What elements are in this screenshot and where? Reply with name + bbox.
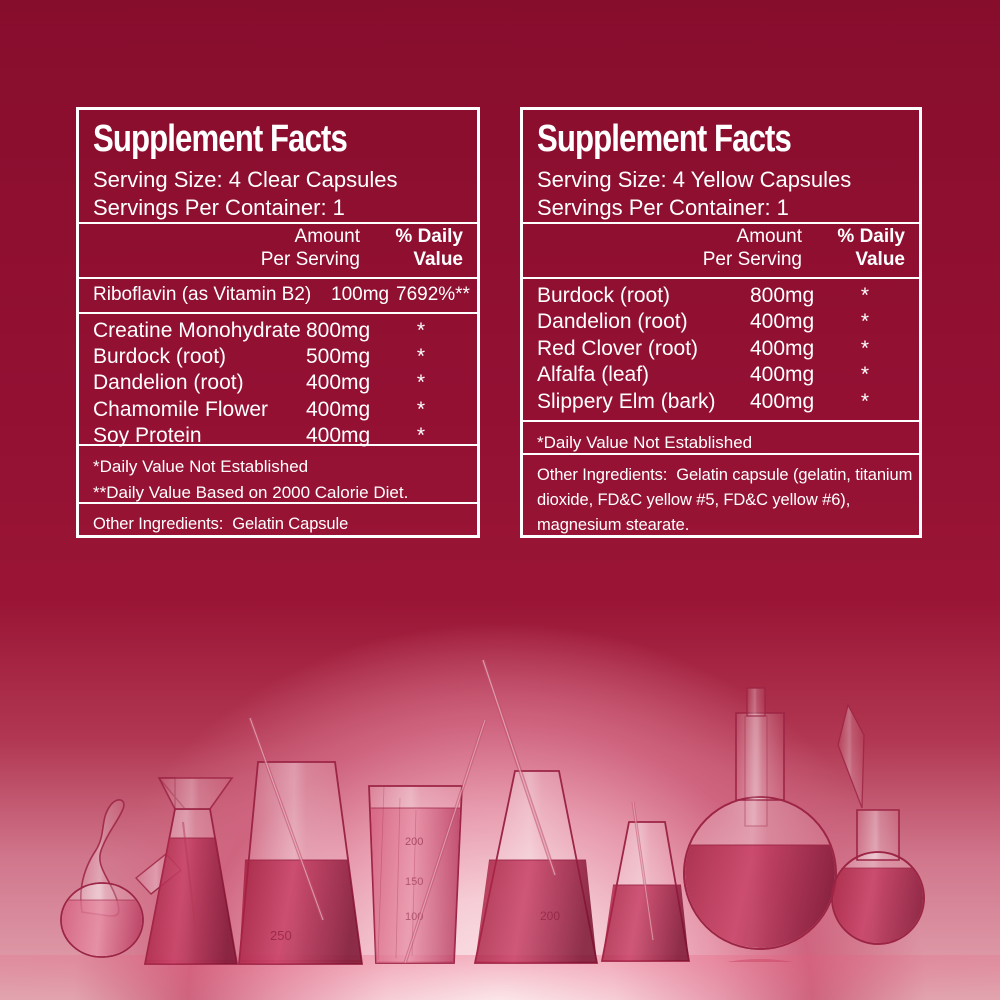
svg-text:150: 150 [405,876,423,888]
svg-text:200: 200 [405,836,423,848]
svg-text:250: 250 [270,928,292,943]
svg-text:200: 200 [540,909,560,923]
